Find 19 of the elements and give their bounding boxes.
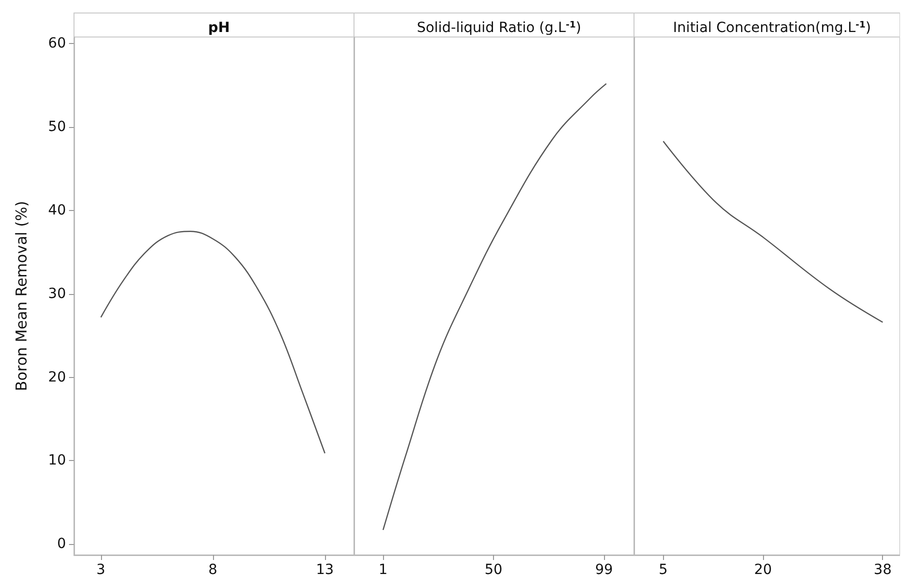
- y-tick-label: 20: [48, 369, 66, 386]
- x-tick-label: 99: [595, 562, 613, 578]
- y-tick-label: 10: [48, 452, 66, 469]
- y-tick-label: 30: [48, 286, 66, 302]
- line-series: [100, 230, 326, 454]
- x-tick-label: 5: [658, 562, 668, 578]
- y-axis-title: Boron Mean Removal (%): [12, 200, 30, 392]
- x-tick-label: 38: [874, 562, 892, 578]
- y-tick-label: 50: [48, 119, 66, 136]
- x-tick-label: 50: [484, 562, 502, 578]
- x-tick-label: 20: [754, 562, 772, 578]
- y-tick-label: 0: [57, 536, 66, 552]
- x-tick-label: 8: [208, 562, 218, 578]
- x-tick-label: 1: [378, 562, 388, 578]
- x-tick-label: 3: [96, 562, 106, 578]
- y-tick-label: 60: [48, 36, 66, 52]
- y-tick-label: 40: [48, 202, 66, 218]
- x-tick-label: 13: [316, 562, 334, 578]
- chart-title: pH: [208, 20, 230, 36]
